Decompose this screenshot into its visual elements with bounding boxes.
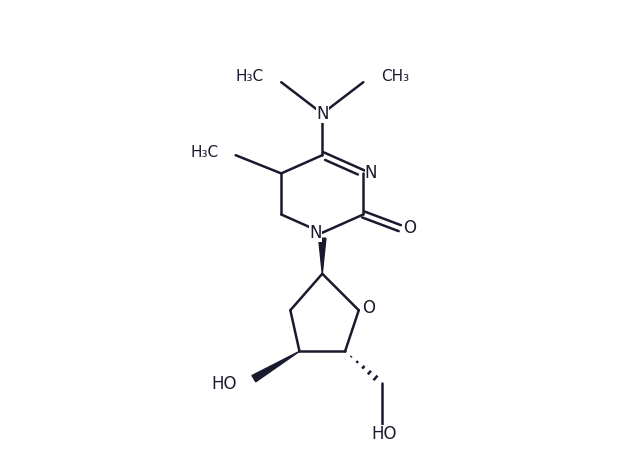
Polygon shape: [252, 351, 300, 382]
Text: H₃C: H₃C: [190, 145, 218, 160]
Text: N: N: [316, 105, 328, 123]
Text: HO: HO: [371, 425, 397, 443]
Text: CH₃: CH₃: [381, 69, 409, 84]
Text: O: O: [362, 299, 375, 317]
Text: H₃C: H₃C: [236, 69, 264, 84]
Text: O: O: [403, 219, 417, 237]
Text: N: N: [365, 164, 378, 182]
Polygon shape: [319, 238, 326, 274]
Text: N: N: [309, 224, 322, 242]
Text: HO: HO: [211, 375, 237, 393]
